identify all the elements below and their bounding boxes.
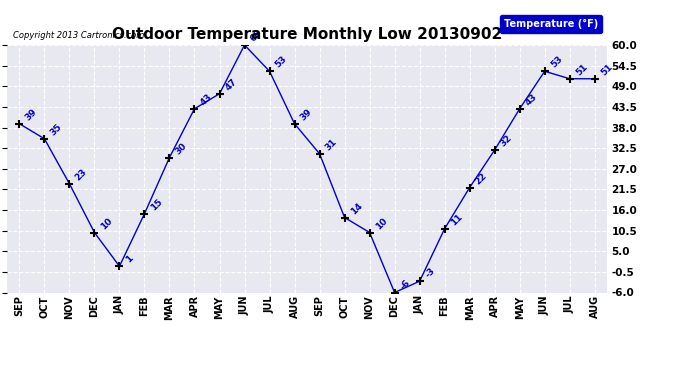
Text: 14: 14: [348, 201, 364, 216]
Text: -6: -6: [399, 278, 412, 291]
Text: 39: 39: [23, 107, 39, 122]
Text: 10: 10: [99, 216, 114, 231]
Legend: Temperature (°F): Temperature (°F): [500, 15, 602, 33]
Text: 32: 32: [499, 134, 514, 148]
Text: 1: 1: [124, 254, 135, 265]
Text: 60: 60: [248, 28, 264, 44]
Text: -3: -3: [424, 266, 437, 280]
Text: 53: 53: [274, 55, 289, 70]
Text: 51: 51: [574, 62, 589, 77]
Text: 39: 39: [299, 107, 314, 122]
Text: 10: 10: [374, 216, 389, 231]
Text: 43: 43: [524, 92, 539, 107]
Text: 35: 35: [48, 122, 63, 137]
Text: 23: 23: [74, 167, 89, 182]
Text: 47: 47: [224, 77, 239, 92]
Title: Outdoor Temperature Monthly Low 20130902: Outdoor Temperature Monthly Low 20130902: [112, 27, 502, 42]
Text: 53: 53: [549, 55, 564, 70]
Text: 30: 30: [174, 141, 189, 156]
Text: Copyright 2013 Cartronics.com: Copyright 2013 Cartronics.com: [13, 31, 144, 40]
Text: 43: 43: [199, 92, 214, 107]
Text: 22: 22: [474, 171, 489, 186]
Text: 51: 51: [599, 62, 614, 77]
Text: 11: 11: [448, 212, 464, 227]
Text: 31: 31: [324, 137, 339, 152]
Text: 15: 15: [148, 197, 164, 212]
